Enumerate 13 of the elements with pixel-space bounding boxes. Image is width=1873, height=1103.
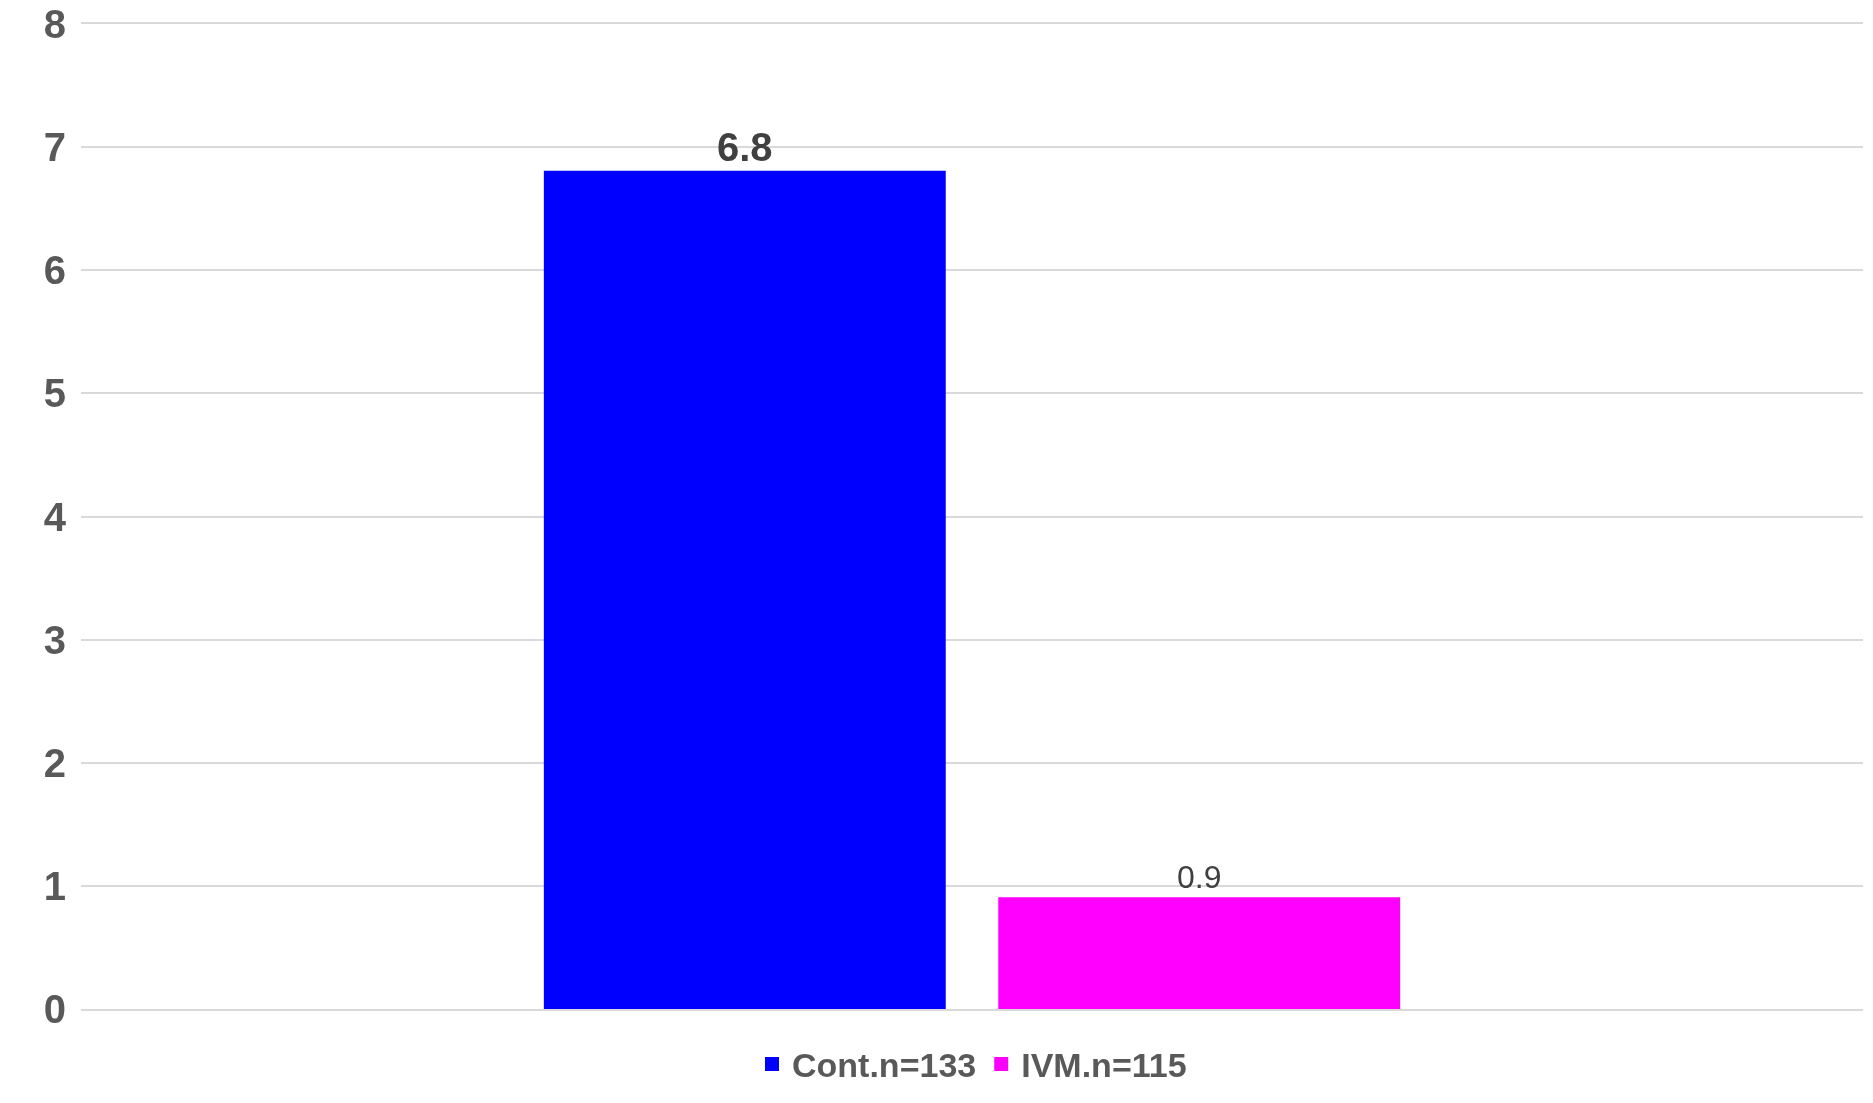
y-tick-label: 5 [43, 371, 66, 416]
legend-label: Cont.n=133 [792, 1046, 977, 1085]
legend-label: IVM.n=115 [1021, 1046, 1187, 1085]
y-tick-label: 1 [43, 863, 66, 908]
y-tick-label: 4 [43, 494, 67, 539]
y-tick-label: 3 [43, 617, 66, 662]
y-tick-label: 7 [43, 125, 66, 170]
y-tick-label: 0 [43, 987, 66, 1031]
data-label: 0.9 [1176, 859, 1222, 896]
y-tick-label: 6 [43, 248, 66, 293]
y-tick-label: 8 [43, 2, 66, 46]
data-label: 6.8 [716, 124, 773, 169]
y-tick-label: 2 [43, 740, 66, 785]
